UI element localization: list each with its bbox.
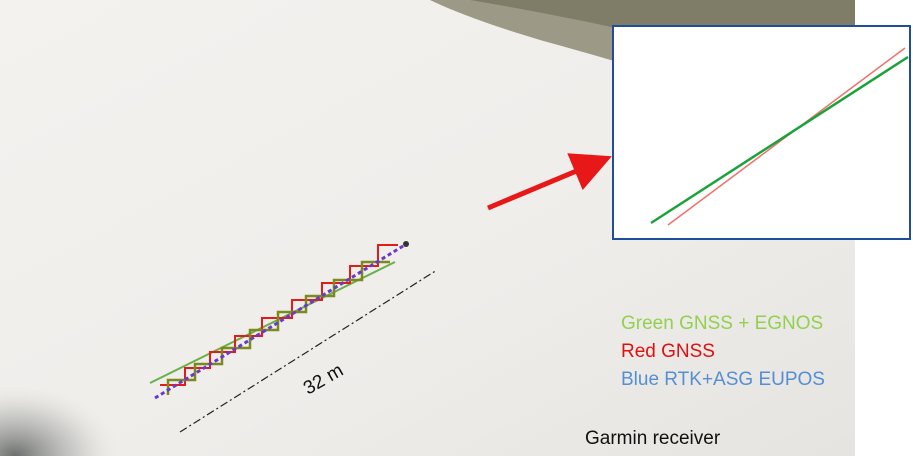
arrow: [487, 153, 612, 211]
distance-line: [179, 269, 438, 433]
legend-blue: Blue RTK+ASG EUPOS: [621, 369, 825, 390]
tracks: [149, 241, 409, 400]
caption: Garmin receiver: [585, 428, 721, 449]
legend-green: Green GNSS + EGNOS: [621, 313, 823, 334]
legend-red: Red GNSS: [621, 341, 715, 362]
inset: [612, 25, 911, 240]
